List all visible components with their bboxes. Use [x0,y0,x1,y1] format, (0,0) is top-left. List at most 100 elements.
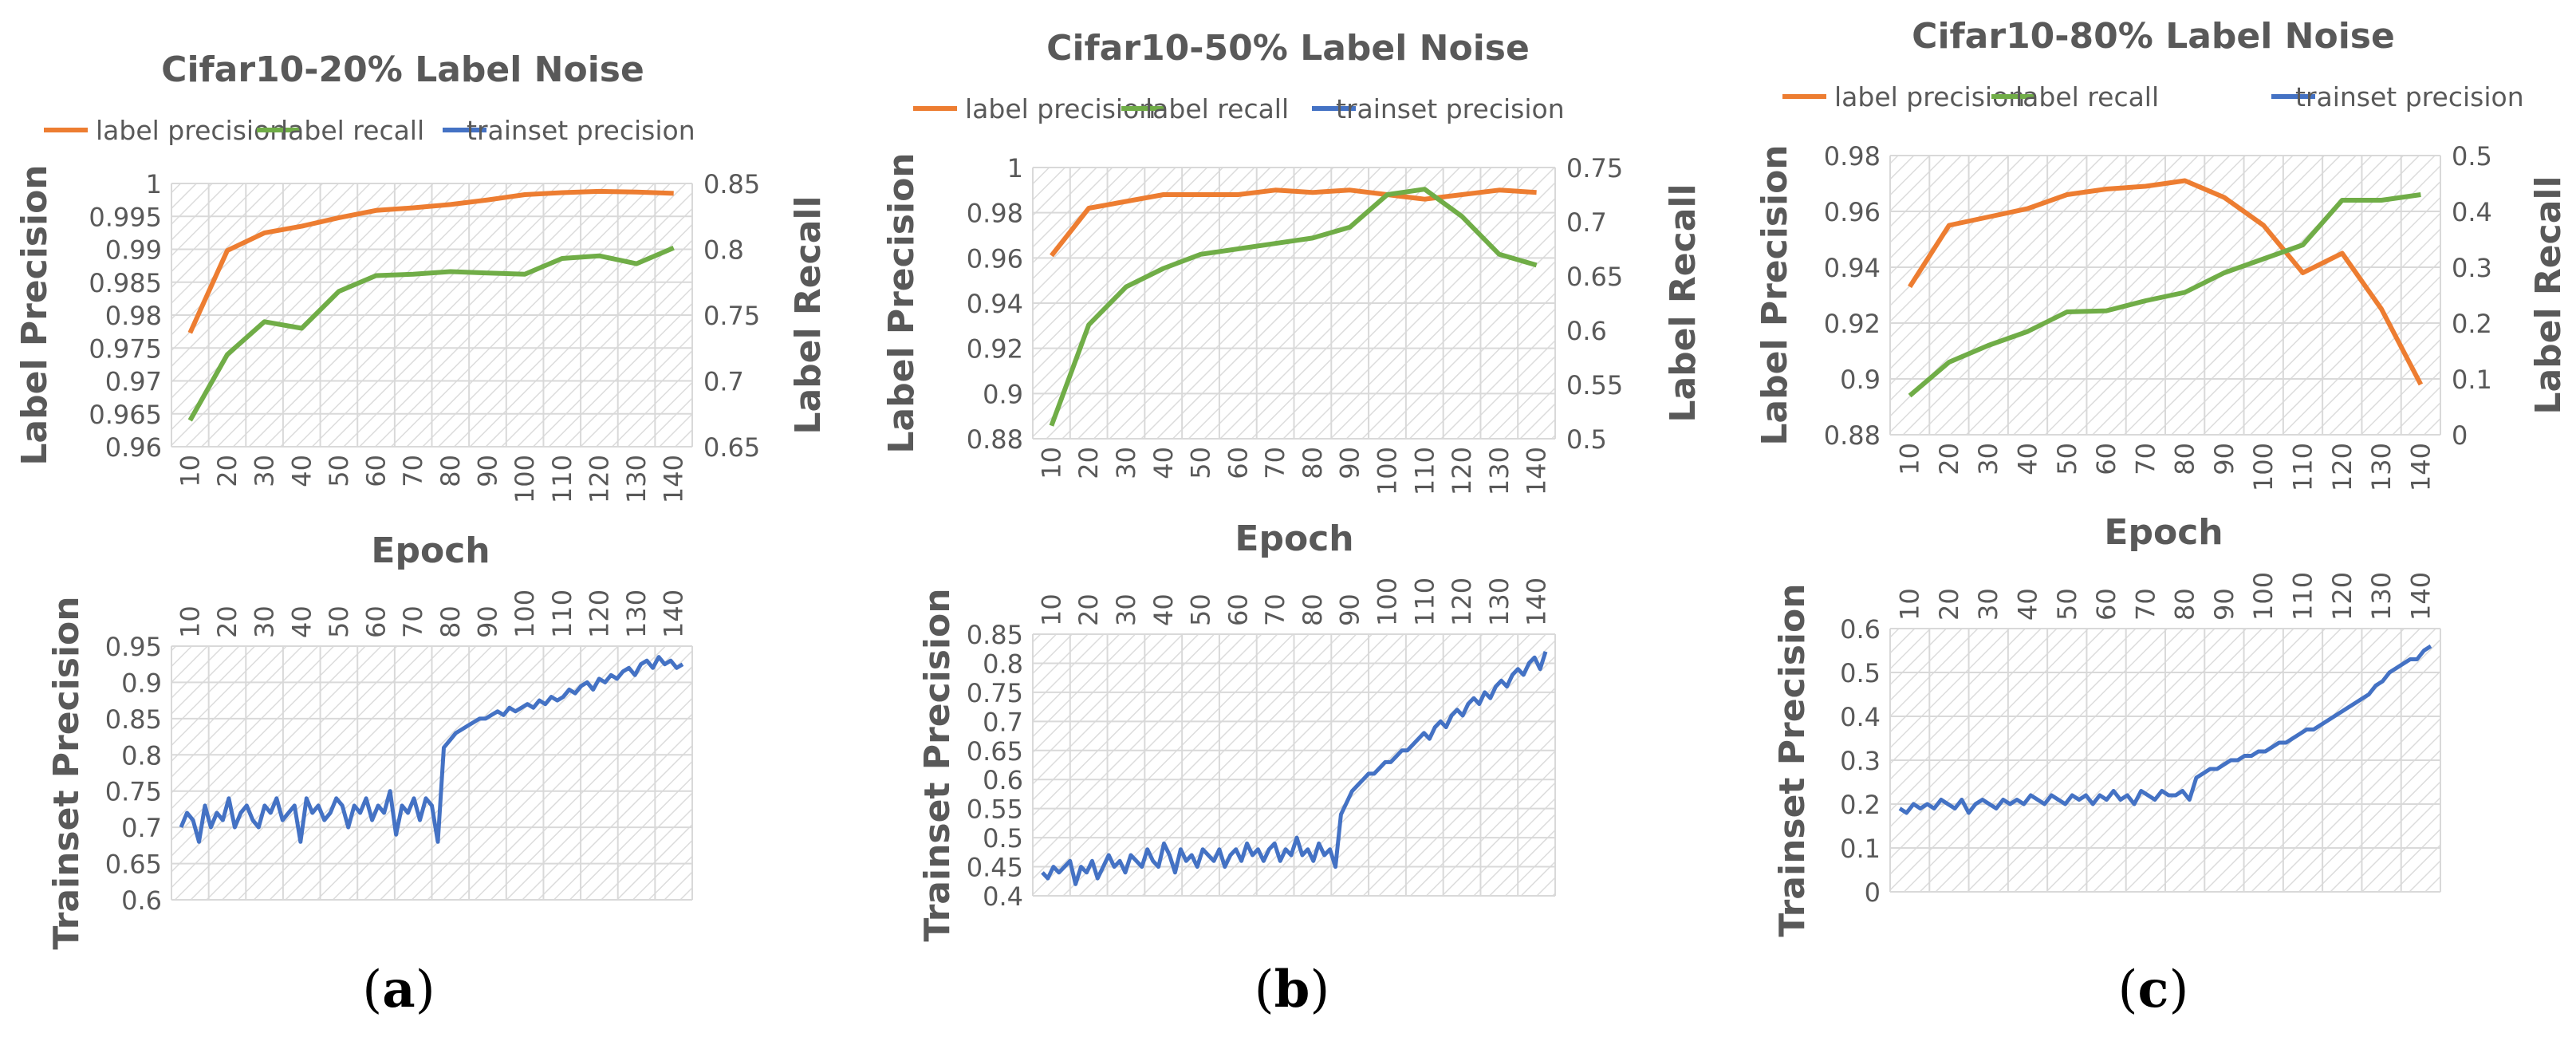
panel-caption: (c) [2118,960,2189,1019]
trainset-x-tick-label: 80 [1298,593,1328,626]
trainset-x-tick-label: 20 [212,605,242,638]
trainset-y-tick-label: 0.9 [121,668,162,698]
trainset-y-tick-label: 0.3 [1840,746,1881,776]
x-tick-label: 120 [584,455,614,503]
x-tick-label: 10 [175,455,205,487]
legend-label: label recall [281,115,424,146]
caption-open-paren: ( [362,960,382,1019]
y2-tick-label: 0.55 [1566,370,1623,400]
x-tick-label: 120 [1447,447,1477,495]
trainset-x-tick-label: 50 [324,605,354,638]
series-line-label-recall [1049,187,1538,427]
y2-tick-label: 0.7 [1566,207,1607,238]
y-tick-label: 0.94 [1824,253,1881,283]
trainset-y-tick-label: 0.45 [967,853,1023,883]
y-axis-title: Label Precision [1755,144,1795,445]
trainset-x-tick-label: 30 [250,605,280,638]
trainset-x-tick-label: 130 [621,590,652,638]
x-tick-label: 50 [1186,447,1216,479]
x-tick-label: 140 [2405,443,2436,491]
series-line-label-precision [1908,178,2424,386]
x-tick-label: 130 [621,455,652,503]
chart-panel-a: Cifar10-20% Label Noise label precisionla… [14,49,829,1019]
x-axis-title: Epoch [2104,512,2223,553]
x-tick-label: 30 [250,455,280,487]
trainset-y-tick-label: 0.6 [121,885,162,916]
panel-caption: (a) [362,960,435,1019]
trainset-y-tick-label: 0.5 [1840,658,1881,688]
x-tick-label: 70 [398,455,428,487]
trainset-y-tick-label: 0.7 [121,813,162,843]
trainset-y-tick-label: 0.85 [967,620,1023,650]
y2-tick-label: 0.8 [703,235,744,266]
y-tick-label: 1 [146,169,162,199]
trainset-y-tick-label: 0.1 [1840,834,1881,864]
x-tick-label: 70 [1260,447,1290,479]
x-tick-label: 40 [286,455,317,487]
y2-tick-label: 0.65 [1566,262,1623,292]
caption-letter: b [1274,960,1310,1019]
x-tick-label: 10 [1036,447,1066,479]
trainset-x-tick-label: 60 [1223,593,1253,626]
series-line-label-recall [1908,192,2421,398]
trainset-x-tick-label: 50 [2052,588,2082,621]
trainset-y-tick-label: 0.2 [1840,790,1881,820]
trainset-x-tick-label: 10 [1036,593,1066,626]
trainset-y-axis-title: Trainset Precision [46,596,87,949]
chart-title: Cifar10-20% Label Noise [161,49,644,90]
trainset-y-tick-label: 0.5 [983,823,1023,854]
trainset-x-tick-label: 140 [2405,572,2436,621]
trainset-x-tick-label: 100 [2248,572,2279,621]
legend-label: trainset precision [1336,93,1565,124]
x-tick-label: 30 [1973,443,2003,475]
chart-title: Cifar10-50% Label Noise [1046,28,1530,69]
x-tick-label: 110 [1409,447,1440,495]
trainset-x-tick-label: 40 [1148,593,1179,626]
trainset-x-tick-label: 30 [1111,593,1141,626]
series-line-trainset-precision [1898,644,2432,815]
y-tick-label: 0.88 [967,424,1023,455]
x-tick-label: 140 [1522,447,1552,495]
series-line-trainset-precision [1041,651,1548,886]
y2-axis-title: Label Recall [1663,183,1704,422]
y-tick-label: 0.965 [89,400,162,430]
trainset-x-tick-label: 90 [2209,588,2239,621]
trainset-x-tick-label: 110 [2288,572,2318,621]
x-tick-label: 50 [324,455,354,487]
y2-tick-label: 0.65 [703,432,760,463]
trainset-x-tick-label: 60 [2091,588,2121,621]
trainset-x-tick-label: 20 [1934,588,1964,621]
trainset-y-tick-label: 0.75 [967,678,1023,708]
x-tick-label: 40 [2013,443,2043,475]
x-tick-label: 90 [472,455,502,487]
trainset-y-tick-label: 0.55 [967,795,1023,825]
x-tick-label: 60 [1223,447,1253,479]
y-tick-label: 0.98 [105,301,162,331]
caption-open-paren: ( [1255,960,1274,1019]
chart-title: Cifar10-80% Label Noise [1912,16,2395,57]
x-tick-label: 60 [361,455,392,487]
caption-letter: a [382,960,415,1019]
y-tick-label: 1 [1007,153,1023,183]
x-tick-label: 140 [659,455,689,503]
trainset-x-tick-label: 70 [1260,593,1290,626]
y-tick-label: 0.96 [967,243,1023,274]
caption-close-paren: ) [1310,960,1329,1019]
x-tick-label: 130 [2366,443,2397,491]
legend-label: label recall [2015,81,2159,112]
trainset-x-tick-label: 60 [361,605,392,638]
trainset-x-tick-label: 120 [584,590,614,638]
y-tick-label: 0.9 [983,379,1023,409]
series-line-label-precision [1050,187,1537,258]
trainset-y-tick-label: 0.4 [983,881,1023,912]
x-tick-label: 100 [1372,447,1402,495]
y-tick-label: 0.94 [967,289,1023,319]
x-tick-label: 40 [1148,447,1179,479]
trainset-x-tick-label: 140 [659,590,689,638]
y2-tick-label: 0.7 [703,367,744,397]
legend-label: trainset precision [467,115,695,146]
trainset-y-tick-label: 0.6 [983,765,1023,795]
trainset-y-tick-label: 0 [1865,877,1881,908]
x-tick-label: 100 [510,455,540,503]
